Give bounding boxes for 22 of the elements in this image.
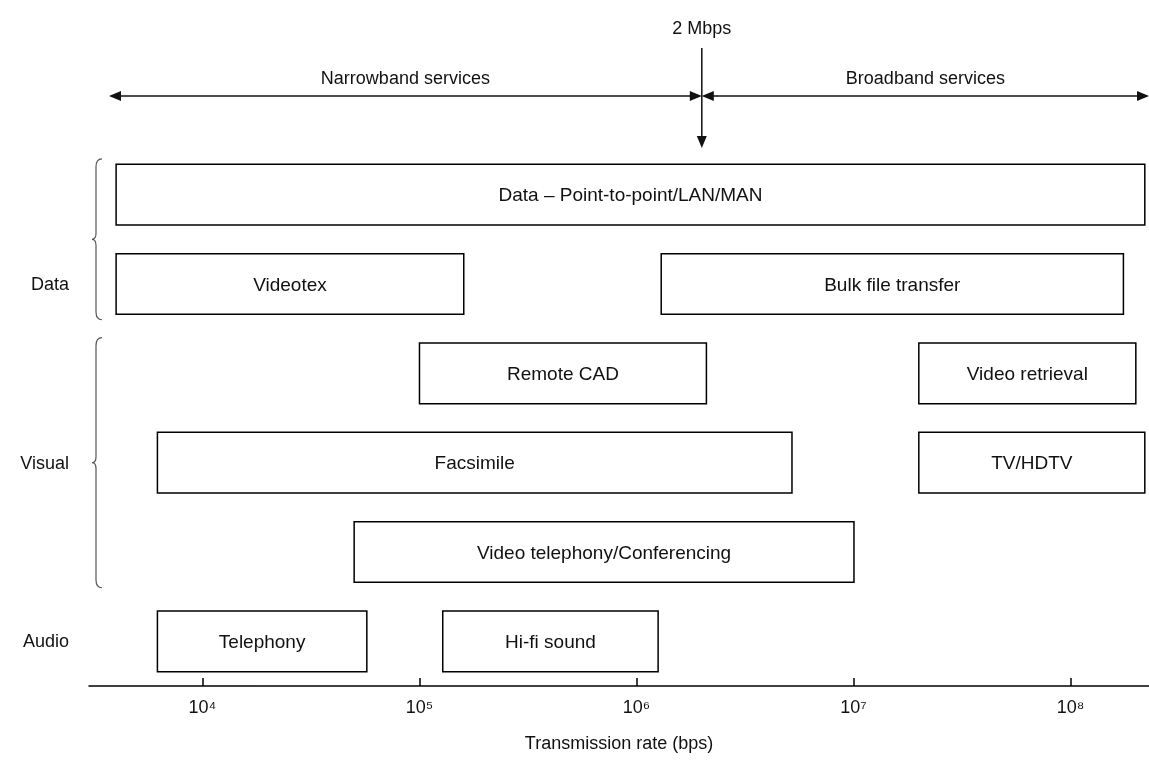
- series-label: Telephony: [218, 630, 306, 652]
- series-label: Bulk file transfer: [824, 273, 962, 295]
- series-label: Data – Point-to-point/LAN/MAN: [498, 184, 763, 206]
- series-label: Hi-fi sound: [505, 630, 596, 652]
- y-tick-label: Visual: [20, 452, 69, 473]
- series-label: Video telephony/Conferencing: [476, 541, 732, 563]
- x-tick-label: 10⁵: [405, 697, 434, 717]
- y-tick-label: Data: [30, 274, 70, 294]
- y-tick-label: Audio: [22, 631, 69, 652]
- x-tick-label: 10⁷: [840, 697, 867, 717]
- series-label: TV/HDTV: [991, 452, 1073, 474]
- x-tick-label: 10⁴: [188, 697, 217, 717]
- x-axis-title: Transmission rate (bps): [524, 733, 714, 753]
- series-label: Video retrieval: [966, 362, 1088, 384]
- text: Broadband services: [845, 68, 1005, 88]
- series-label: Videotex: [253, 273, 328, 295]
- series-label: Remote CAD: [506, 362, 619, 384]
- text: Narrowband services: [320, 68, 490, 88]
- x-tick-label: 10⁶: [622, 697, 651, 717]
- x-tick-label: 10⁸: [1056, 697, 1085, 717]
- ref-line-label: 2 Mbps: [672, 18, 732, 38]
- series-label: Facsimile: [434, 452, 515, 474]
